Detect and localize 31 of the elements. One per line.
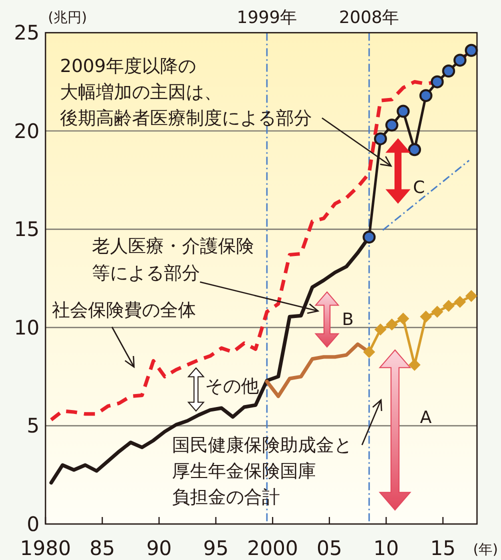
y-tick-label: 15: [14, 217, 40, 242]
y-tick-label: 5: [26, 414, 40, 438]
annotation: 等による部分: [92, 263, 200, 284]
y-tick-label: 10: [14, 315, 40, 340]
annotation: 国民健康保険助成金と: [172, 435, 352, 456]
annotation: C: [413, 178, 425, 198]
ref-line-label: 1999年: [236, 8, 298, 28]
x-tick-label: 85: [90, 536, 116, 560]
y-axis-title: (兆円): [48, 10, 87, 26]
x-tick-label: 10: [373, 536, 399, 560]
x-tick-label: 15: [430, 536, 456, 560]
annotation: B: [342, 310, 354, 330]
annotation: 大幅増加の主因は、: [60, 82, 222, 103]
annotation: 社会保険費の全体: [52, 300, 196, 321]
y-tick-label: 20: [14, 118, 40, 143]
annotation: 老人医療・介護保険: [92, 236, 254, 257]
annotation: 2009年度以降の: [60, 56, 196, 77]
annotation: その他: [205, 376, 259, 397]
x-tick-label: 05: [316, 536, 342, 560]
annotation: 負担金の合計: [172, 487, 280, 508]
annotation: A: [420, 408, 432, 428]
y-tick-label: 25: [14, 20, 40, 45]
annotation: 後期高齢者医療制度による部分: [60, 108, 312, 129]
annotation: 厚生年金保険国庫: [172, 461, 316, 482]
x-tick-label: 1980: [20, 536, 71, 560]
ref-line-label: 2008年: [338, 8, 400, 28]
y-tick-label: 0: [26, 512, 40, 536]
x-tick-label: 90: [146, 536, 172, 560]
x-tick-label: 95: [203, 536, 229, 560]
x-axis-title: (年): [473, 542, 498, 558]
x-tick-label: 2000: [247, 536, 298, 560]
